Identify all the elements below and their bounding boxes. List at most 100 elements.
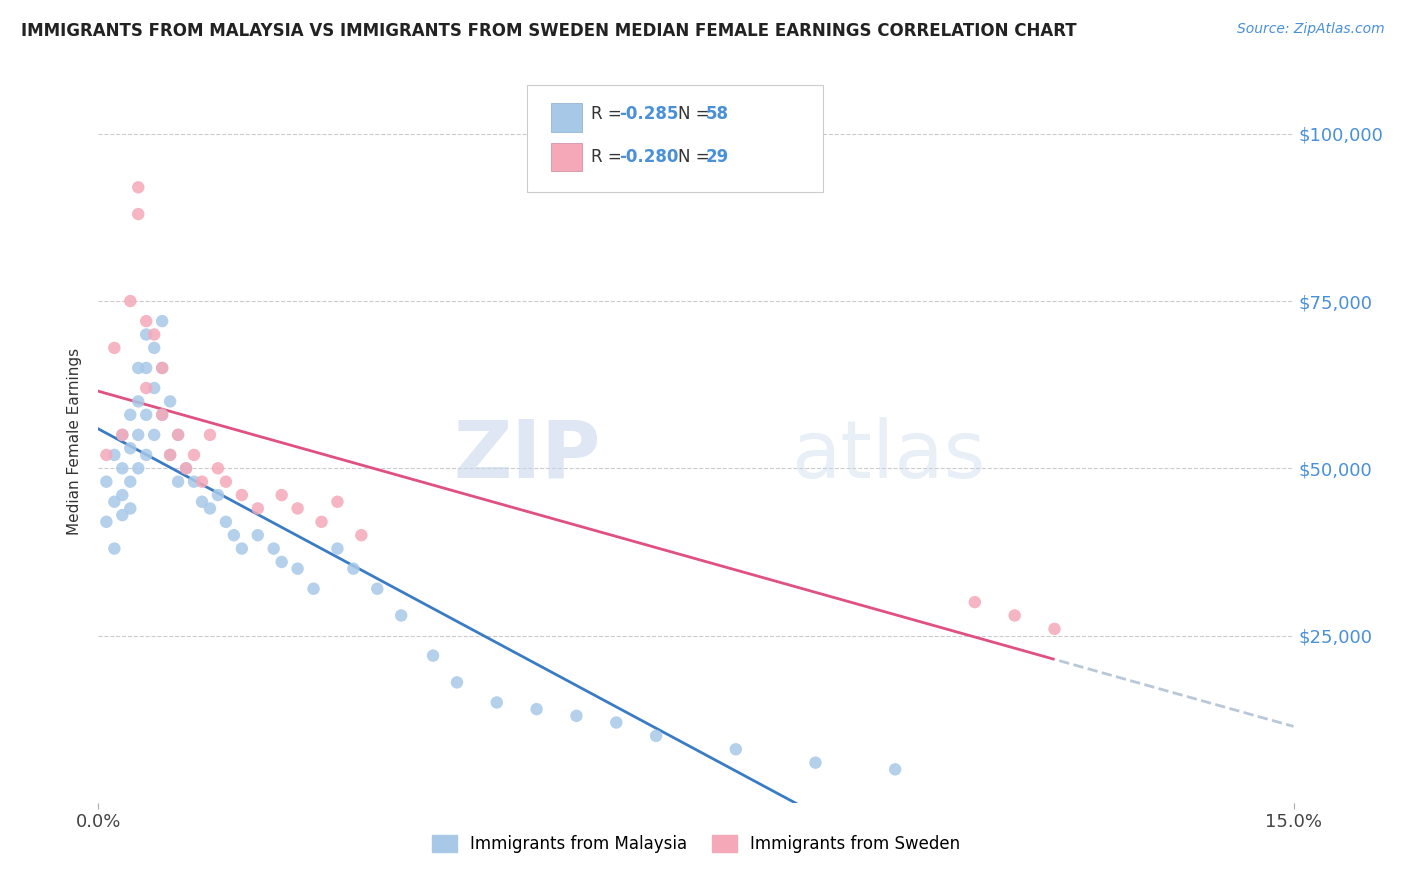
Point: [350, 528, 373, 542]
Text: atlas: atlas: [792, 417, 986, 495]
Point: [111, 427, 134, 442]
Point: [326, 494, 349, 508]
Point: [326, 541, 349, 556]
Text: 29: 29: [706, 148, 730, 166]
Point: [135, 314, 157, 328]
Point: [191, 475, 214, 489]
Point: [1004, 608, 1026, 623]
Point: [150, 408, 173, 422]
Point: [565, 708, 588, 723]
Point: [167, 427, 190, 442]
Point: [287, 562, 309, 576]
Point: [270, 488, 292, 502]
Point: [159, 394, 181, 409]
Point: [111, 508, 134, 523]
Point: [120, 475, 142, 489]
Point: [231, 488, 253, 502]
Point: [191, 494, 214, 508]
Point: [150, 361, 173, 376]
Point: [103, 341, 125, 355]
Point: [135, 408, 157, 422]
Point: [120, 293, 142, 308]
Point: [198, 501, 221, 516]
Point: [96, 475, 118, 489]
Point: [120, 441, 142, 455]
Legend: Immigrants from Malaysia, Immigrants from Sweden: Immigrants from Malaysia, Immigrants fro…: [425, 828, 967, 860]
Point: [246, 501, 269, 516]
Point: [167, 427, 190, 442]
Point: [215, 515, 238, 529]
Point: [127, 180, 149, 194]
Point: [207, 488, 229, 502]
Text: R =: R =: [591, 148, 627, 166]
Point: [150, 408, 173, 422]
Text: -0.280: -0.280: [619, 148, 678, 166]
Point: [287, 501, 309, 516]
Point: [342, 562, 364, 576]
Point: [526, 702, 548, 716]
Text: ZIP: ZIP: [453, 417, 600, 495]
Point: [446, 675, 468, 690]
Point: [120, 408, 142, 422]
Text: Source: ZipAtlas.com: Source: ZipAtlas.com: [1237, 22, 1385, 37]
Point: [174, 461, 197, 475]
Point: [167, 475, 190, 489]
Text: N =: N =: [678, 105, 714, 123]
Point: [150, 361, 173, 376]
Point: [143, 327, 166, 342]
Text: R =: R =: [591, 105, 627, 123]
Point: [485, 696, 508, 710]
Point: [135, 327, 157, 342]
Point: [111, 488, 134, 502]
Point: [183, 448, 205, 462]
Point: [111, 427, 134, 442]
Point: [111, 461, 134, 475]
Point: [605, 715, 627, 730]
Point: [135, 448, 157, 462]
Point: [645, 729, 668, 743]
Point: [311, 515, 333, 529]
Point: [884, 762, 907, 776]
Point: [127, 427, 149, 442]
Text: N =: N =: [678, 148, 714, 166]
Point: [366, 582, 388, 596]
Point: [135, 361, 157, 376]
Point: [159, 448, 181, 462]
Point: [804, 756, 827, 770]
Point: [127, 361, 149, 376]
Y-axis label: Median Female Earnings: Median Female Earnings: [67, 348, 83, 535]
Point: [120, 501, 142, 516]
Point: [963, 595, 986, 609]
Point: [150, 314, 173, 328]
Point: [302, 582, 325, 596]
Point: [135, 381, 157, 395]
Point: [222, 528, 245, 542]
Point: [159, 448, 181, 462]
Point: [143, 341, 166, 355]
Text: IMMIGRANTS FROM MALAYSIA VS IMMIGRANTS FROM SWEDEN MEDIAN FEMALE EARNINGS CORREL: IMMIGRANTS FROM MALAYSIA VS IMMIGRANTS F…: [21, 22, 1077, 40]
Point: [127, 207, 149, 221]
Point: [246, 528, 269, 542]
Point: [174, 461, 197, 475]
Point: [422, 648, 444, 663]
Point: [103, 494, 125, 508]
Point: [143, 381, 166, 395]
Point: [270, 555, 292, 569]
Point: [263, 541, 285, 556]
Point: [231, 541, 253, 556]
Text: 58: 58: [706, 105, 728, 123]
Point: [724, 742, 747, 756]
Point: [96, 515, 118, 529]
Point: [207, 461, 229, 475]
Point: [103, 448, 125, 462]
Point: [127, 461, 149, 475]
Point: [143, 427, 166, 442]
Point: [1043, 622, 1066, 636]
Point: [103, 541, 125, 556]
Point: [96, 448, 118, 462]
Point: [215, 475, 238, 489]
Point: [127, 394, 149, 409]
Point: [198, 427, 221, 442]
Text: -0.285: -0.285: [619, 105, 678, 123]
Point: [183, 475, 205, 489]
